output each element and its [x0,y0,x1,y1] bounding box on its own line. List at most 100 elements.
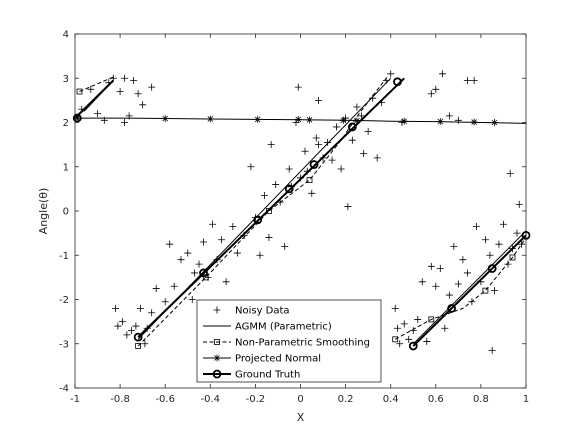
noisy-data-point [123,331,131,339]
y-tick-label: 1 [63,162,69,173]
noisy-data-point [499,220,507,228]
noisy-data-point [463,269,471,277]
noisy-data-point [191,269,199,277]
noisy-data-point [134,90,142,98]
noisy-data-point [504,260,512,268]
series-projected-normal [73,114,527,126]
ground-truth-marker [309,160,319,169]
noisy-data-point [353,103,361,111]
smoothing-line [137,77,387,347]
noisy-data-point [272,180,280,188]
noisy-data-point [490,287,498,295]
noisy-data-point [427,90,435,98]
projected-normal-marker [436,118,444,126]
noisy-data-point [260,192,268,200]
ground-truth-marker [487,264,497,273]
plot-area [72,70,531,354]
noisy-data-point [315,96,323,104]
noisy-data-point [233,249,241,257]
noisy-data-point [445,112,453,120]
ground-truth-marker [347,122,357,132]
noisy-data-point [373,154,381,162]
ground-truth-marker [72,113,82,123]
noisy-data-point [301,147,309,155]
noisy-data-point [132,322,140,330]
x-tick-label: 0.2 [338,394,354,405]
noisy-data-point [348,136,356,144]
noisy-data-point [94,110,102,118]
noisy-data-point [136,304,144,312]
legend-label: Ground Truth [235,370,300,381]
noisy-data-point [229,222,237,230]
noisy-data-point [184,249,192,257]
y-tick-label: 2 [63,118,69,129]
ground-truth-marker [408,341,418,351]
projected-normal-marker [339,116,347,124]
y-tick-label: -1 [59,251,69,262]
noisy-data-point [148,83,156,91]
projected-normal-marker [254,115,262,123]
noisy-data-point [139,101,147,109]
ground-truth-marker [447,303,456,313]
noisy-data-point [256,251,264,259]
legend-label: Projected Normal [235,354,321,365]
legend-entry: Projected Normal [203,354,321,365]
legend-square-icon [214,339,220,345]
projected-normal-marker [400,117,408,125]
projected-normal-marker [353,117,361,125]
noisy-data-point [463,76,471,84]
legend-entry: Noisy Data [213,306,290,317]
ground-truth-marker [284,184,294,194]
series-non-parametric-smoothing [76,75,527,349]
legend-star-icon [213,354,221,362]
noisy-data-point [222,278,230,286]
noisy-data-point [495,240,503,248]
noisy-data-point [445,291,453,299]
noisy-data-point [486,251,494,259]
y-axis-label: Angle(θ) [37,188,50,235]
x-tick-label: 0.8 [473,394,489,405]
noisy-data-point [285,165,293,173]
legend-circle-icon [212,369,222,379]
y-axis: -4 -3 -2 -1 0 1 2 3 4 [59,30,526,395]
noisy-data-point [177,256,185,264]
ground-truth-marker [133,332,143,342]
noisy-data-point [161,298,169,306]
noisy-data-point [513,229,521,237]
noisy-data-point [121,119,129,126]
noisy-data-point [481,236,489,244]
x-axis-label: X [297,411,305,424]
noisy-data-point [308,189,316,197]
y-tick-label: -2 [59,295,69,306]
noisy-data-point [166,240,174,248]
noisy-data-point [405,335,413,343]
noisy-data-point [209,220,217,228]
noisy-data-point [267,141,275,149]
projected-normal-marker [206,115,214,123]
legend-label: Non-Parametric Smoothing [235,338,370,349]
y-tick-label: 3 [63,74,69,85]
x-tick-label: -0.4 [201,394,221,405]
noisy-data-point [517,240,525,248]
noisy-data-point [328,156,336,164]
noisy-data-point [324,138,332,146]
legend-plus-icon [213,306,221,314]
noisy-data-point [387,70,395,78]
legend-box [196,299,382,383]
legend-label: Noisy Data [235,306,290,317]
smoothing-marker [135,343,142,349]
noisy-data-point [148,309,156,317]
noisy-data-point [436,265,444,273]
noisy-data-point [427,262,435,270]
noisy-data-point [472,222,480,230]
ground-truth-marker [253,215,263,225]
noisy-data-point [393,324,401,332]
smoothing-marker [76,88,83,95]
noisy-data-point [391,304,399,312]
ground-truth-line [412,234,527,347]
noisy-data-point [337,165,345,173]
smoothing-line [394,237,527,340]
x-tick-label: 0 [297,394,303,405]
noisy-data-point [312,134,320,142]
x-tick-label: 1 [523,394,529,405]
